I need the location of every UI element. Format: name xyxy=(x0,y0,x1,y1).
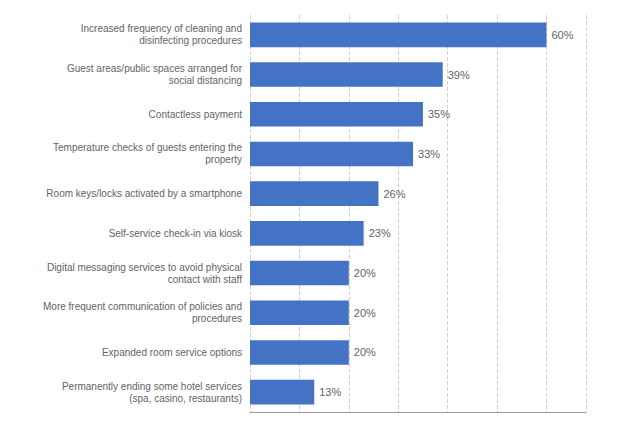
svg-text:13%: 13% xyxy=(319,386,341,398)
svg-text:20%: 20% xyxy=(354,307,376,319)
svg-text:social distancing: social distancing xyxy=(169,75,242,86)
svg-text:Guest areas/public spaces arra: Guest areas/public spaces arranged for xyxy=(67,63,243,74)
svg-text:20%: 20% xyxy=(354,267,376,279)
svg-text:procedures: procedures xyxy=(192,313,242,324)
svg-text:Contactless payment: Contactless payment xyxy=(149,109,243,120)
svg-text:26%: 26% xyxy=(383,188,405,200)
svg-text:Temperature checks of guests e: Temperature checks of guests entering th… xyxy=(53,142,242,153)
svg-text:60%: 60% xyxy=(551,29,573,41)
svg-text:33%: 33% xyxy=(418,148,440,160)
svg-text:23%: 23% xyxy=(369,227,391,239)
svg-text:20%: 20% xyxy=(354,346,376,358)
svg-text:35%: 35% xyxy=(428,108,450,120)
svg-text:Expanded room service options: Expanded room service options xyxy=(102,347,242,358)
svg-text:Increased frequency of cleanin: Increased frequency of cleaning and xyxy=(81,23,242,34)
svg-text:Self-service check-in via kios: Self-service check-in via kiosk xyxy=(109,228,243,239)
svg-text:Digital messaging services to: Digital messaging services to avoid phys… xyxy=(47,262,242,273)
svg-text:More frequent communication of: More frequent communication of policies … xyxy=(43,301,242,312)
svg-text:property: property xyxy=(205,154,242,165)
svg-text:Permanently ending some hotel: Permanently ending some hotel services xyxy=(62,381,242,392)
svg-text:disinfecting procedures: disinfecting procedures xyxy=(139,35,242,46)
svg-text:39%: 39% xyxy=(448,69,470,81)
svg-text:Room keys/locks activated by a: Room keys/locks activated by a smartphon… xyxy=(46,188,242,199)
svg-text:contact with staff: contact with staff xyxy=(168,274,243,285)
svg-text:(spa, casino, restaurants): (spa, casino, restaurants) xyxy=(129,393,242,404)
